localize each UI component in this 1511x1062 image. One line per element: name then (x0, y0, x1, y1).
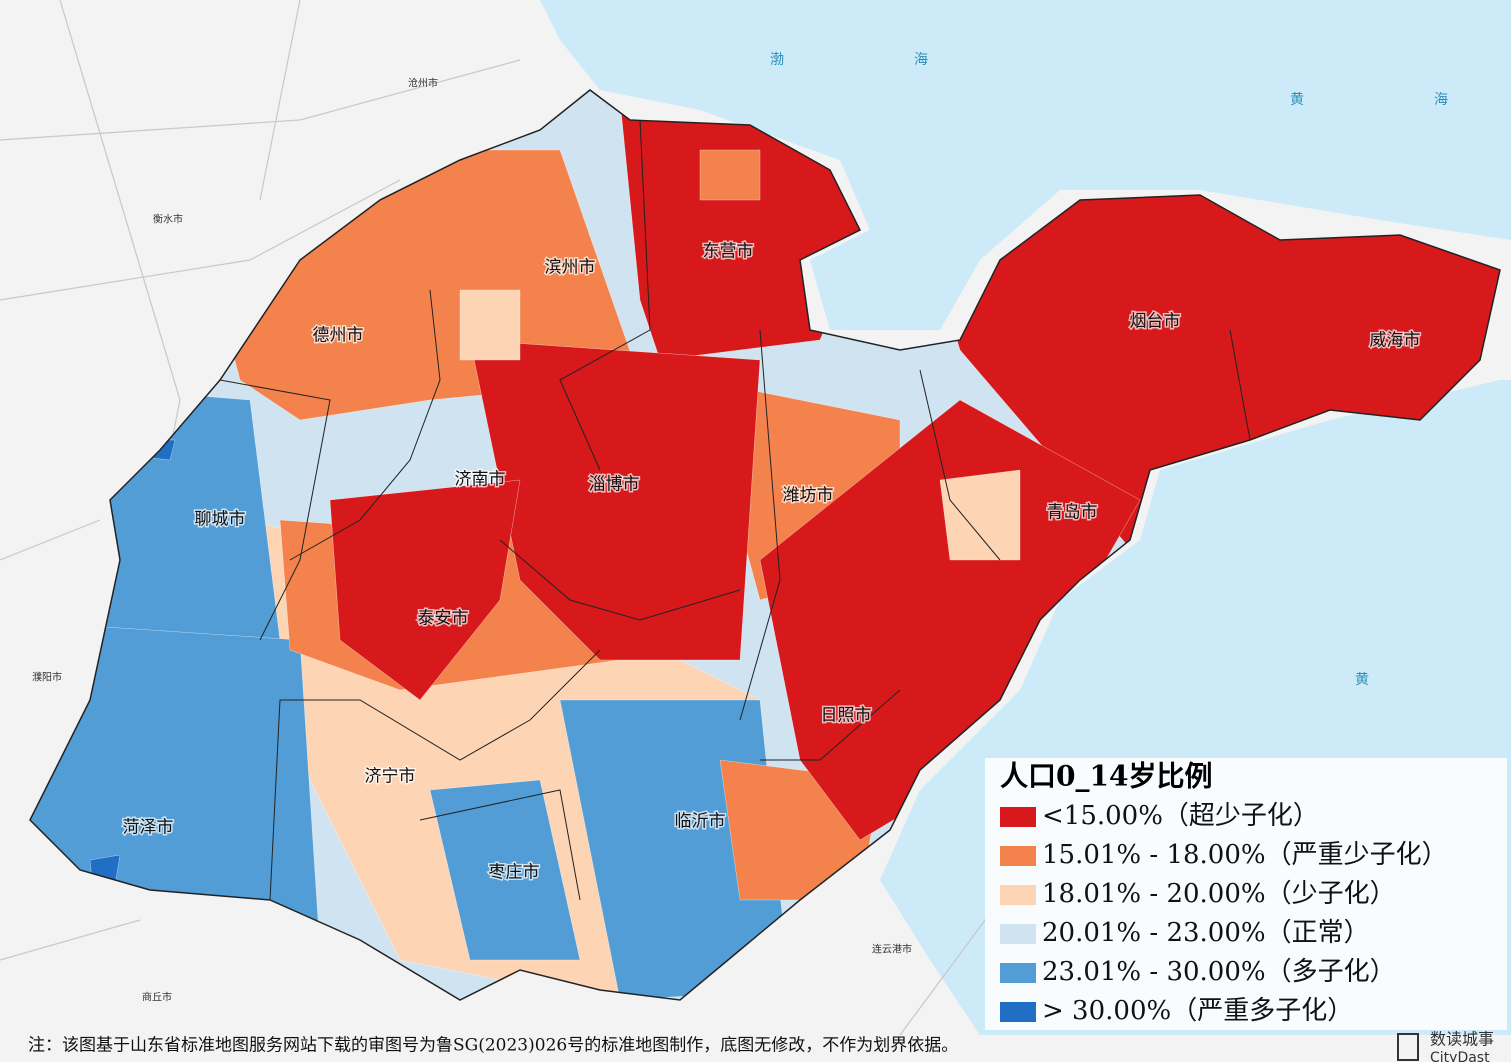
city-label: 东营市 (703, 242, 754, 262)
neighbor-label: 商丘市 (142, 991, 172, 1004)
neighbor-label: 衡水市 (153, 213, 183, 226)
city-label: 德州市 (313, 326, 364, 346)
city-label: 聊城市 (195, 510, 246, 530)
city-label: 威海市 (1370, 331, 1421, 351)
city-label: 泰安市 (418, 609, 469, 629)
legend-label: 20.01% - 23.00%（正常） (1042, 918, 1370, 948)
legend-label: 23.01% - 30.00%（多子化） (1042, 957, 1396, 987)
city-label: 淄博市 (589, 475, 640, 495)
city-borders (219, 119, 1251, 901)
city-label: 临沂市 (675, 812, 726, 832)
neighbor-label: 连云港市 (872, 943, 912, 956)
city-label: 济宁市 (365, 767, 416, 787)
city-label: 菏泽市 (123, 818, 174, 838)
neighbor-label: 沧州市 (408, 77, 438, 90)
region (939, 469, 1021, 561)
legend-label: 18.01% - 20.00%（少子化） (1042, 879, 1396, 909)
city-label: 济南市 (455, 470, 506, 490)
city-label: 烟台市 (1130, 312, 1181, 332)
legend-label: > 30.00%（严重多子化） (1042, 996, 1353, 1026)
legend-swatch (1000, 924, 1036, 944)
brand-logo (1397, 1033, 1419, 1061)
legend-swatch (1000, 885, 1036, 905)
legend-swatch (1000, 807, 1036, 827)
legend-swatch (1000, 1002, 1036, 1022)
brand-en: CityDast (1430, 1050, 1490, 1062)
sea-label: 黄海 (1290, 91, 1511, 108)
brand: 数读城事 (1430, 1030, 1494, 1049)
sea-label: 渤海 (770, 52, 1058, 68)
legend-label: 15.01% - 18.00%（严重少子化） (1042, 840, 1448, 870)
region (459, 289, 521, 361)
neighbor-label: 濮阳市 (32, 671, 62, 684)
region (429, 779, 581, 961)
region (469, 339, 761, 661)
sea-label: 黄 (1355, 671, 1369, 688)
city-label: 潍坊市 (783, 486, 834, 506)
legend-swatch (1000, 963, 1036, 983)
region (699, 149, 761, 201)
legend-swatch (1000, 846, 1036, 866)
legend-title: 人口0_14岁比例 (1000, 760, 1212, 793)
note: 注：该图基于山东省标准地图服务网站下载的审图号为鲁SG(2023)026号的标准… (28, 1036, 958, 1056)
legend-box (985, 758, 1507, 1030)
city-label: 日照市 (821, 706, 872, 726)
region (329, 479, 521, 701)
city-label: 青岛市 (1047, 503, 1098, 523)
city-label: 滨州市 (545, 258, 596, 278)
city-label: 枣庄市 (489, 863, 540, 883)
legend-label: <15.00%（超少子化） (1042, 801, 1319, 831)
